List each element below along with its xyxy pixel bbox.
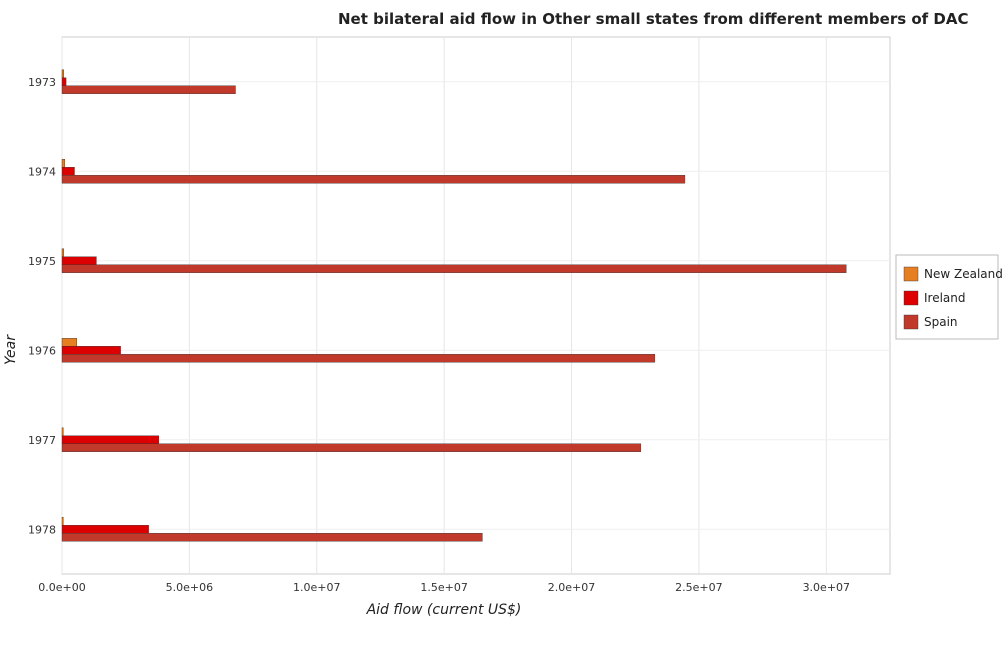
bar-new-zealand bbox=[61, 69, 64, 78]
bar-spain bbox=[61, 85, 236, 94]
plot-frame bbox=[61, 36, 891, 575]
bar-new-zealand bbox=[61, 248, 64, 257]
bar-new-zealand bbox=[61, 338, 77, 347]
bar-spain bbox=[61, 354, 656, 363]
bar-spain bbox=[61, 443, 642, 452]
y-tick-label: 1975 bbox=[28, 255, 56, 268]
x-tick-label: 5.0e+06 bbox=[166, 581, 213, 594]
legend: New Zealand Ireland Spain bbox=[895, 254, 1003, 340]
y-tick-label: 1977 bbox=[28, 434, 56, 447]
x-tick-label: 1.0e+07 bbox=[293, 581, 340, 594]
bar-ireland bbox=[61, 435, 160, 444]
bar-ireland bbox=[61, 77, 67, 86]
bar-ireland bbox=[61, 525, 149, 534]
x-tick-label: 0.0e+00 bbox=[38, 581, 85, 594]
y-tick-label: 1978 bbox=[28, 523, 56, 536]
legend-swatch bbox=[903, 314, 919, 330]
x-axis-label: Aid flow (current US$) bbox=[366, 602, 522, 618]
bar-spain bbox=[61, 533, 483, 542]
y-tick-label: 1973 bbox=[28, 76, 56, 89]
legend-swatch bbox=[903, 290, 919, 306]
legend-swatch bbox=[903, 266, 919, 282]
x-tick-label: 2.0e+07 bbox=[548, 581, 595, 594]
y-axis-label: Year bbox=[3, 334, 19, 365]
legend-label: Spain bbox=[924, 315, 958, 329]
plot-area: 0.0e+00 5.0e+06 1.0e+07 1.5e+07 2.0e+07 2.5e+… bbox=[28, 36, 891, 594]
x-tick-label: 3.0e+07 bbox=[803, 581, 850, 594]
bar-spain bbox=[61, 175, 686, 184]
bar-new-zealand bbox=[61, 517, 64, 526]
legend-label: Ireland bbox=[924, 291, 966, 305]
bar-new-zealand bbox=[61, 427, 64, 436]
legend-label: New Zealand bbox=[924, 267, 1003, 281]
bar-ireland bbox=[61, 346, 121, 355]
bar-new-zealand bbox=[61, 159, 66, 168]
x-tick-label: 1.5e+07 bbox=[420, 581, 467, 594]
x-tick-label: 2.5e+07 bbox=[675, 581, 722, 594]
bar-ireland bbox=[61, 256, 97, 265]
chart-title: Net bilateral aid flow in Other small st… bbox=[338, 10, 969, 28]
y-tick-label: 1976 bbox=[28, 344, 56, 357]
bar-spain bbox=[61, 264, 847, 273]
y-tick-label: 1974 bbox=[28, 165, 56, 178]
bar-ireland bbox=[61, 167, 75, 176]
